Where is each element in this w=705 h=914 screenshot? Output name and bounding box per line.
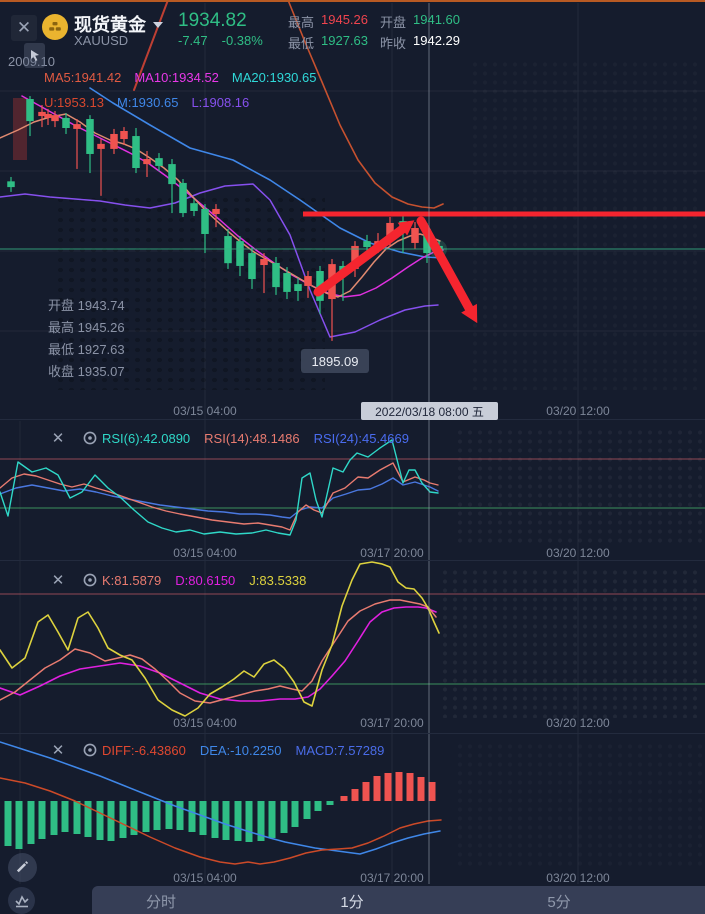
last-price: 1934.82 (178, 10, 247, 31)
ma20-value: MA20:1930.65 (231, 70, 317, 85)
macd-axis-left: 03/15 04:00 (173, 871, 237, 885)
change-value: -7.47 (178, 33, 208, 48)
panel-separator (0, 560, 705, 561)
open-value: 1943.74 (77, 298, 125, 313)
tab-1min[interactable]: 1分 (340, 894, 364, 911)
rsi6-value: RSI(6):42.0890 (102, 431, 191, 446)
boll-upper-value: U:1953.13 (44, 95, 104, 110)
ma10-value: MA10:1934.52 (134, 70, 219, 85)
kdj-axis-right: 03/20 12:00 (546, 716, 610, 730)
close-icon[interactable]: ✕ (11, 15, 37, 41)
macd-axis-right: 03/20 12:00 (546, 871, 610, 885)
macd-value: MACD:7.57289 (295, 743, 385, 758)
rsi-legend: RSI(6):42.0890 RSI(14):48.1486 RSI(24):4… (102, 431, 409, 446)
diff-value: DIFF:-6.43860 (102, 743, 186, 758)
panel-separator (0, 419, 705, 420)
rsi-axis-right: 03/20 12:00 (546, 546, 610, 560)
top-accent-bar (0, 0, 705, 2)
rsi24-value: RSI(24):45.4669 (313, 431, 409, 446)
kdj-axis-mid: 03/17 20:00 (360, 716, 424, 730)
stat-open-label: 开盘 (380, 15, 407, 30)
k-value: K:81.5879 (102, 573, 162, 588)
tab-5min[interactable]: 5分 (547, 894, 571, 911)
high-label: 最高 (48, 320, 75, 335)
lowest-price-tooltip: 1895.09 (301, 349, 369, 373)
interval-tab-bar: 分时 1分 5分 (92, 886, 705, 914)
settings-target-icon[interactable] (80, 740, 100, 760)
crosshair-date-tooltip: 2022/03/18 08:00 五 (361, 402, 498, 420)
symbol-name[interactable]: 现货黄金 (74, 15, 146, 35)
high-value: 1945.26 (77, 320, 125, 335)
indicator-chart-icon[interactable] (8, 887, 35, 914)
settings-target-icon[interactable] (80, 428, 100, 448)
close-icon[interactable]: ✕ (51, 742, 65, 759)
close-label: 收盘 (48, 364, 75, 379)
chevron-down-icon[interactable] (153, 22, 163, 28)
macd-axis-mid: 03/17 20:00 (360, 871, 424, 885)
city-watermark (470, 60, 700, 390)
kdj-legend: K:81.5879 D:80.6150 J:83.5338 (102, 573, 306, 588)
price-change: -7.47 -0.38% (178, 33, 263, 48)
stat-high-value: 1945.26 (321, 12, 368, 27)
settings-target-icon[interactable] (80, 570, 100, 590)
ma-legend-row: MA5:1941.42 MA10:1934.52 MA20:1930.65 (44, 70, 317, 85)
panel-separator (0, 733, 705, 734)
macd-legend: DIFF:-6.43860 DEA:-10.2250 MACD:7.57289 (102, 743, 384, 758)
close-icon[interactable]: ✕ (51, 430, 65, 447)
rsi14-value: RSI(14):48.1486 (204, 431, 300, 446)
rsi-axis-left: 03/15 04:00 (173, 546, 237, 560)
stat-low-value: 1927.63 (321, 33, 368, 48)
boll-legend-row: U:1953.13 M:1930.65 L:1908.16 (44, 95, 249, 110)
city-watermark (455, 742, 703, 867)
j-value: J:83.5338 (249, 573, 307, 588)
dea-value: DEA:-10.2250 (199, 743, 282, 758)
close-icon[interactable]: ✕ (51, 572, 65, 589)
ma5-value: MA5:1941.42 (44, 70, 122, 85)
gold-coin-icon (42, 14, 68, 40)
stat-high-label: 最高 (288, 15, 315, 30)
draw-tool-pencil-icon[interactable] (8, 853, 37, 882)
rsi-axis-mid: 03/17 20:00 (360, 546, 424, 560)
d-value: D:80.6150 (175, 573, 236, 588)
low-value: 1927.63 (77, 342, 125, 357)
city-watermark (440, 568, 703, 718)
stat-low-label: 最低 (288, 36, 315, 51)
change-percent: -0.38% (221, 33, 263, 48)
kdj-axis-left: 03/15 04:00 (173, 716, 237, 730)
ohlc-readout: 开盘 1943.74 最高 1945.26 最低 1927.63 收盘 1935… (48, 295, 125, 383)
stat-prevclose-label: 昨收 (380, 36, 407, 51)
symbol-code: XAUUSD (74, 33, 129, 48)
boll-lower-value: L:1908.16 (191, 95, 250, 110)
top-axis-price-label: 2009.10 (8, 54, 55, 69)
city-watermark (455, 428, 703, 543)
main-axis-left: 03/15 04:00 (173, 404, 237, 418)
open-label: 开盘 (48, 298, 75, 313)
main-axis-right: 03/20 12:00 (546, 404, 610, 418)
tab-timeshare[interactable]: 分时 (145, 894, 177, 911)
boll-middle-value: M:1930.65 (117, 95, 179, 110)
stat-open-value: 1941.60 (413, 12, 460, 27)
close-value: 1935.07 (77, 364, 125, 379)
stat-prevclose-value: 1942.29 (413, 33, 460, 48)
low-label: 最低 (48, 342, 75, 357)
cursor-tool-icon[interactable] (24, 43, 45, 68)
